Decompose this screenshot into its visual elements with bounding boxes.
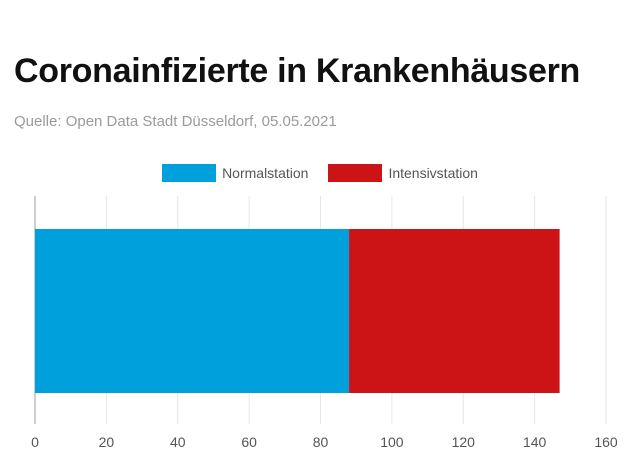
x-tick-label: 60 xyxy=(241,434,257,450)
legend-item-normalstation[interactable]: Normalstation xyxy=(162,164,308,182)
x-tick-label: 80 xyxy=(313,434,329,450)
x-tick-label: 100 xyxy=(380,434,404,450)
legend-item-intensivstation[interactable]: Intensivstation xyxy=(328,164,478,182)
legend-swatch-normalstation xyxy=(162,164,217,182)
x-tick-label: 160 xyxy=(594,434,618,450)
chart-source: Quelle: Open Data Stadt Düsseldorf, 05.0… xyxy=(14,113,337,130)
x-tick-label: 20 xyxy=(99,434,115,450)
x-axis: 0 20 40 60 80 100 120 140 160 xyxy=(31,434,618,450)
x-tick-label: 40 xyxy=(170,434,186,450)
bars xyxy=(35,229,560,393)
legend: Normalstation Intensivstation xyxy=(0,164,640,182)
x-tick-label: 120 xyxy=(452,434,476,450)
chart-title: Coronainfizierte in Krankenhäusern xyxy=(14,52,581,90)
legend-swatch-intensivstation xyxy=(328,164,383,182)
bar-normalstation[interactable] xyxy=(35,229,350,393)
x-tick-label: 0 xyxy=(31,434,39,450)
bar-intensivstation[interactable] xyxy=(349,229,560,393)
x-tick-label: 140 xyxy=(523,434,547,450)
legend-label-intensivstation: Intensivstation xyxy=(388,165,478,181)
legend-label-normalstation: Normalstation xyxy=(222,165,309,181)
